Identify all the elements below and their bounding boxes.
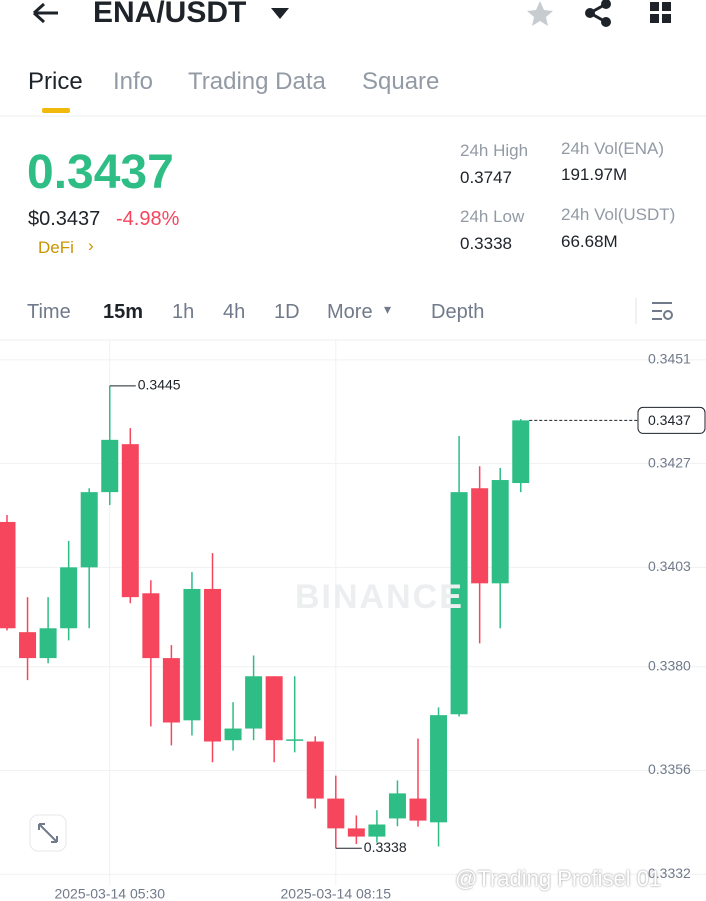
stat-value: 66.68M <box>561 232 618 251</box>
interval[interactable]: 1D <box>274 301 300 323</box>
stat-value: 191.97M <box>561 165 628 184</box>
expand-icon <box>38 823 58 843</box>
back-icon[interactable] <box>32 2 58 24</box>
interval[interactable]: More <box>327 301 373 323</box>
change: -4.98% <box>116 208 180 230</box>
y-tick-label: 0.3451 <box>648 351 691 367</box>
candle-body <box>162 658 180 723</box>
candle-body <box>368 824 386 837</box>
candle-body <box>19 632 37 659</box>
candle-body <box>60 567 78 629</box>
fiat-price: $0.3437 <box>28 208 101 230</box>
candle-body <box>327 798 345 829</box>
candle-body <box>80 492 98 568</box>
stat-label: 24h Vol(USDT) <box>561 205 676 224</box>
candle-body <box>204 588 221 742</box>
candle-body <box>388 793 406 819</box>
interval[interactable]: 1h <box>172 301 195 323</box>
share-icon[interactable] <box>585 0 611 27</box>
interval[interactable]: Time <box>27 301 71 323</box>
y-tick-label: 0.3403 <box>648 558 691 574</box>
stat-value: 0.3338 <box>460 234 512 253</box>
tab[interactable]: Price <box>28 68 83 95</box>
dropdown-icon[interactable] <box>271 8 289 19</box>
last-price-box <box>637 406 706 434</box>
candle-body <box>121 444 139 598</box>
candle-body <box>245 676 263 729</box>
tab[interactable]: Trading Data <box>188 68 326 95</box>
settings-icon[interactable] <box>652 302 673 320</box>
star-icon[interactable] <box>527 1 553 26</box>
y-tick-label: 0.3427 <box>648 454 691 470</box>
dropdown-icon: ▾ <box>384 301 392 317</box>
watermark: @Trading Profisel 01 <box>455 866 662 891</box>
interval[interactable]: Depth <box>431 301 485 323</box>
stat-label: 24h High <box>460 141 529 160</box>
grid-icon[interactable] <box>650 2 671 23</box>
candle-body <box>142 593 160 659</box>
pair-title[interactable]: ENA/USDT <box>93 0 246 29</box>
candle-body <box>101 439 119 493</box>
candle-body <box>471 488 489 584</box>
candle-body <box>450 492 468 715</box>
interval[interactable]: 4h <box>223 301 246 323</box>
last-price-label: 0.3437 <box>648 412 691 428</box>
tab-underline <box>42 108 70 113</box>
x-tick-label: 2025-03-14 08:15 <box>281 886 392 901</box>
candle-body <box>306 741 324 799</box>
y-tick-label: 0.3380 <box>648 657 691 673</box>
stat-label: 24h Low <box>460 207 525 226</box>
candle-body <box>224 728 242 741</box>
high-label: 0.3445 <box>138 377 181 393</box>
candle-body <box>409 798 427 821</box>
tab[interactable]: Info <box>113 68 154 95</box>
tab[interactable]: Square <box>362 68 440 95</box>
last-price: 0.3437 <box>27 146 174 199</box>
tag-arrow: › <box>88 236 94 255</box>
candle-body <box>183 588 201 721</box>
stat-label: 24h Vol(ENA) <box>561 139 664 158</box>
interval[interactable]: 15m <box>103 301 144 323</box>
stat-value: 0.3747 <box>460 168 512 187</box>
tag[interactable]: DeFi <box>38 238 74 257</box>
candle-body <box>265 676 283 741</box>
candle-body <box>0 521 16 629</box>
x-tick-label: 2025-03-14 05:30 <box>54 886 165 901</box>
candle-body <box>512 420 530 484</box>
low-label: 0.3338 <box>364 839 407 855</box>
y-tick-label: 0.3356 <box>648 761 691 777</box>
candle-body <box>347 828 365 837</box>
candle-body <box>39 628 57 659</box>
candle-body <box>491 480 509 584</box>
candle-body <box>430 715 448 823</box>
y-tick-label: 0.3332 <box>648 865 691 881</box>
watermark: BINANCE <box>295 578 464 616</box>
chart: 0.3451 0.3427 0.3403 0.3380 0.3356 0.3332 2025… <box>0 340 706 901</box>
candle-body <box>286 739 304 741</box>
